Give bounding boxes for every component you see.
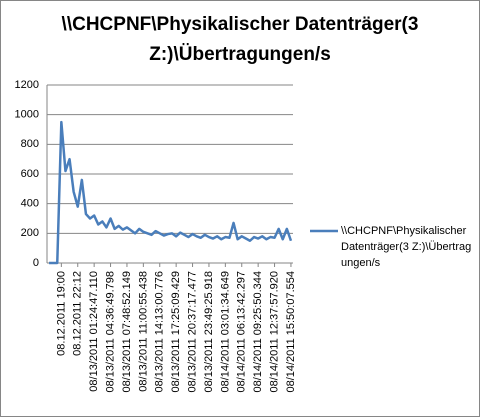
y-tick-label: 400 (21, 198, 39, 210)
data-line (49, 120, 293, 265)
legend-label: \\CHCPNF\Physikalischer Datenträger(3 Z:… (341, 225, 472, 269)
y-tick-label: 200 (21, 227, 39, 239)
y-tick-label: 600 (21, 168, 39, 180)
y-tick-label: 1200 (15, 79, 39, 91)
x-tick-label: 08/14/2011 06:13:42.297 (236, 271, 248, 393)
x-tick-label: 08.12.2011 19:00 (55, 271, 67, 356)
x-tick-label: 08/13/2011 07:48:52.149 (121, 271, 133, 393)
x-tick-label: 08/13/2011 11:00:55.438 (137, 271, 149, 392)
x-tick-label: 08/13/2011 14:13:00.776 (154, 271, 166, 393)
x-tick-label: 08.12.2011 22:12 (72, 271, 84, 356)
x-tick-label: 08/14/2011 09:25:50.344 (252, 271, 264, 393)
x-tick-label: 08/13/2011 17:25:09.429 (170, 271, 182, 393)
x-tick-label: 08/13/2011 23:49:25.918 (203, 271, 215, 393)
x-tick-label: 08/14/2011 15:50:07.554 (285, 271, 297, 393)
y-tick-label: 0 (33, 257, 39, 269)
x-tick-label: 08/13/2011 20:37:17.477 (186, 271, 198, 393)
x-tick-label: 08/13/2011 04:36:49.798 (104, 271, 116, 393)
chart-title: \\CHCPNF\Physikalischer Datenträger(3 Z:… (61, 14, 419, 65)
x-tick-label: 08/14/2011 12:37:57.920 (268, 271, 280, 393)
x-tick-label: 08/14/2011 03:01:34.649 (219, 271, 231, 393)
x-tick-label: 08/13/2011 01:24:47.110 (88, 271, 100, 392)
y-tick-label: 1000 (15, 109, 39, 121)
y-tick-label: 800 (21, 138, 39, 150)
